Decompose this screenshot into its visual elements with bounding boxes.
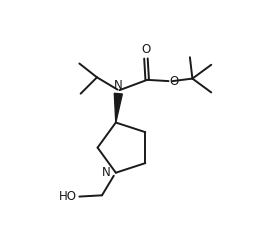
Text: O: O (169, 75, 178, 88)
Text: N: N (102, 166, 110, 179)
Text: O: O (141, 43, 151, 56)
Text: N: N (114, 79, 123, 92)
Text: HO: HO (59, 190, 77, 203)
Polygon shape (114, 93, 122, 123)
